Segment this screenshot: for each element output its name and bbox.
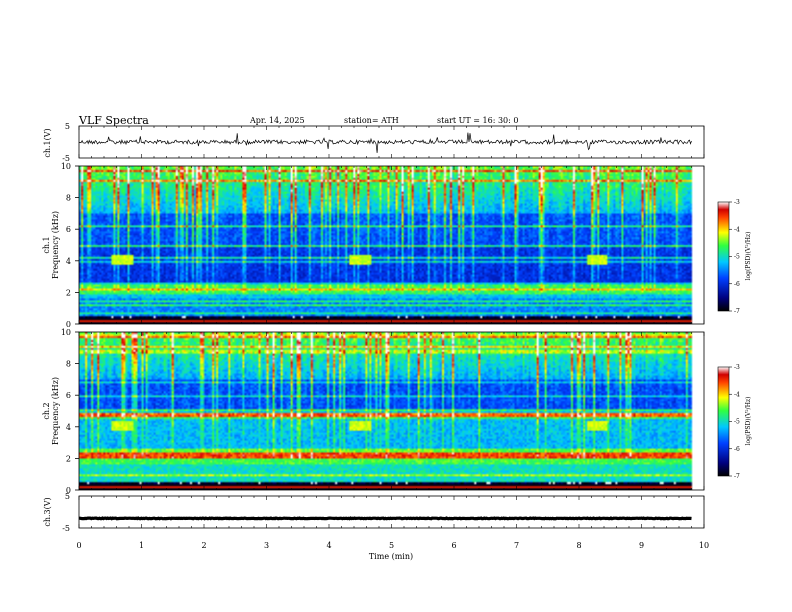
spec2-raster	[79, 332, 704, 490]
freq-tick-label: 8	[66, 194, 71, 203]
ch1-ylabel-frequency: Frequency (kHz)	[51, 211, 60, 279]
ch1-spectrogram-panel: 0 2 4 6 8 10 ch.1 Frequency (kHz)	[42, 162, 705, 329]
ch2-colorbar-label: log(PSD)(V²/Hz)	[745, 397, 752, 446]
colorbar-tick-label: -7	[734, 473, 740, 480]
ch1-ylabel: ch.1(V)	[43, 128, 52, 157]
ch3-ytick-bottom: -5	[62, 524, 70, 533]
time-tick-label: 10	[699, 541, 709, 550]
ch3-waveform-panel: 5 -5 ch.3(V)	[43, 492, 705, 533]
figure-title: VLF Spectra	[78, 114, 149, 127]
station-label: station= ATH	[344, 116, 399, 125]
colorbar-tick-label: -3	[734, 199, 740, 206]
time-tick-label: 2	[201, 541, 206, 550]
freq-tick-label: 8	[66, 360, 71, 369]
time-tick-label: 7	[514, 541, 519, 550]
freq-tick-label: 0	[66, 320, 71, 329]
ch1-waveform-panel: 5 -5 ch.1(V)	[43, 122, 705, 163]
time-tick-label: 8	[576, 541, 581, 550]
freq-tick-label: 2	[66, 288, 71, 297]
ch3-ylabel: ch.3(V)	[43, 497, 52, 526]
time-tick-label: 5	[389, 541, 394, 550]
freq-tick-label: 4	[66, 423, 71, 432]
freq-tick-label: 6	[66, 225, 71, 234]
start-time-label: start UT = 16: 30: 0	[437, 116, 518, 125]
ch1-colorbar-gradient	[717, 201, 730, 312]
colorbar-tick-label: -4	[734, 226, 740, 233]
ch3-ytick-top: 5	[65, 492, 70, 501]
ch1-ytick-top: 5	[65, 122, 70, 131]
colorbar-tick-label: -3	[734, 364, 740, 371]
freq-tick-label: 2	[66, 454, 71, 463]
colorbar-tick-label: -5	[734, 419, 740, 426]
time-tick-label: 9	[639, 541, 644, 550]
freq-tick-label: 0	[66, 486, 71, 495]
date-label: Apr. 14, 2025	[249, 116, 305, 125]
time-tick-label: 1	[139, 541, 144, 550]
ch1-spectrogram-image	[79, 166, 704, 324]
time-tick-label: 6	[451, 541, 456, 550]
ch2-ylabel-frequency: Frequency (kHz)	[51, 377, 60, 445]
ch1-colorbar-label: log(PSD)(V²/Hz)	[745, 232, 752, 281]
colorbar-tick-label: -7	[734, 308, 740, 315]
colorbar-tick-label: -5	[734, 254, 740, 261]
time-axis-label: Time (min)	[369, 552, 413, 561]
freq-tick-label: 10	[61, 162, 71, 171]
spec1-raster	[79, 166, 704, 324]
ch2-ylabel-channel: ch.2	[42, 402, 51, 419]
ch3-waveform-frame	[78, 495, 705, 529]
ch2-spectrogram-panel: 0 2 4 6 8 10 ch.2 Frequency (kHz)	[42, 328, 705, 495]
colorbar-tick-label: -6	[734, 281, 740, 288]
ch1-waveform-trace	[78, 132, 692, 153]
ch1-frequency-ticks: 0 2 4 6 8 10	[61, 162, 79, 329]
ch2-colorbar-gradient	[717, 366, 730, 477]
time-axis-ticks: 0 1 2 3 4 5 6 7 8 9 10	[76, 126, 709, 550]
ch1-colorbar: -3 -4 -5 -6 -7 log(PSD)(V²/Hz)	[717, 199, 752, 315]
ch2-spectrogram-image	[79, 332, 704, 490]
ch3-waveform-trace	[79, 516, 692, 521]
colorbar-tick-label: -4	[734, 391, 740, 398]
time-tick-label: 4	[326, 541, 331, 550]
time-tick-label: 3	[264, 541, 269, 550]
colorbar-tick-label: -6	[734, 446, 740, 453]
time-tick-label: 0	[76, 541, 81, 550]
ch1-ytick-bottom: -5	[62, 154, 70, 163]
ch1-ylabel-channel: ch.1	[42, 236, 51, 253]
ch2-frequency-ticks: 0 2 4 6 8 10	[61, 328, 79, 495]
ch2-colorbar: -3 -4 -5 -6 -7 log(PSD)(V²/Hz)	[717, 364, 752, 480]
freq-tick-label: 6	[66, 391, 71, 400]
freq-tick-label: 4	[66, 257, 71, 266]
freq-tick-label: 10	[61, 328, 71, 337]
